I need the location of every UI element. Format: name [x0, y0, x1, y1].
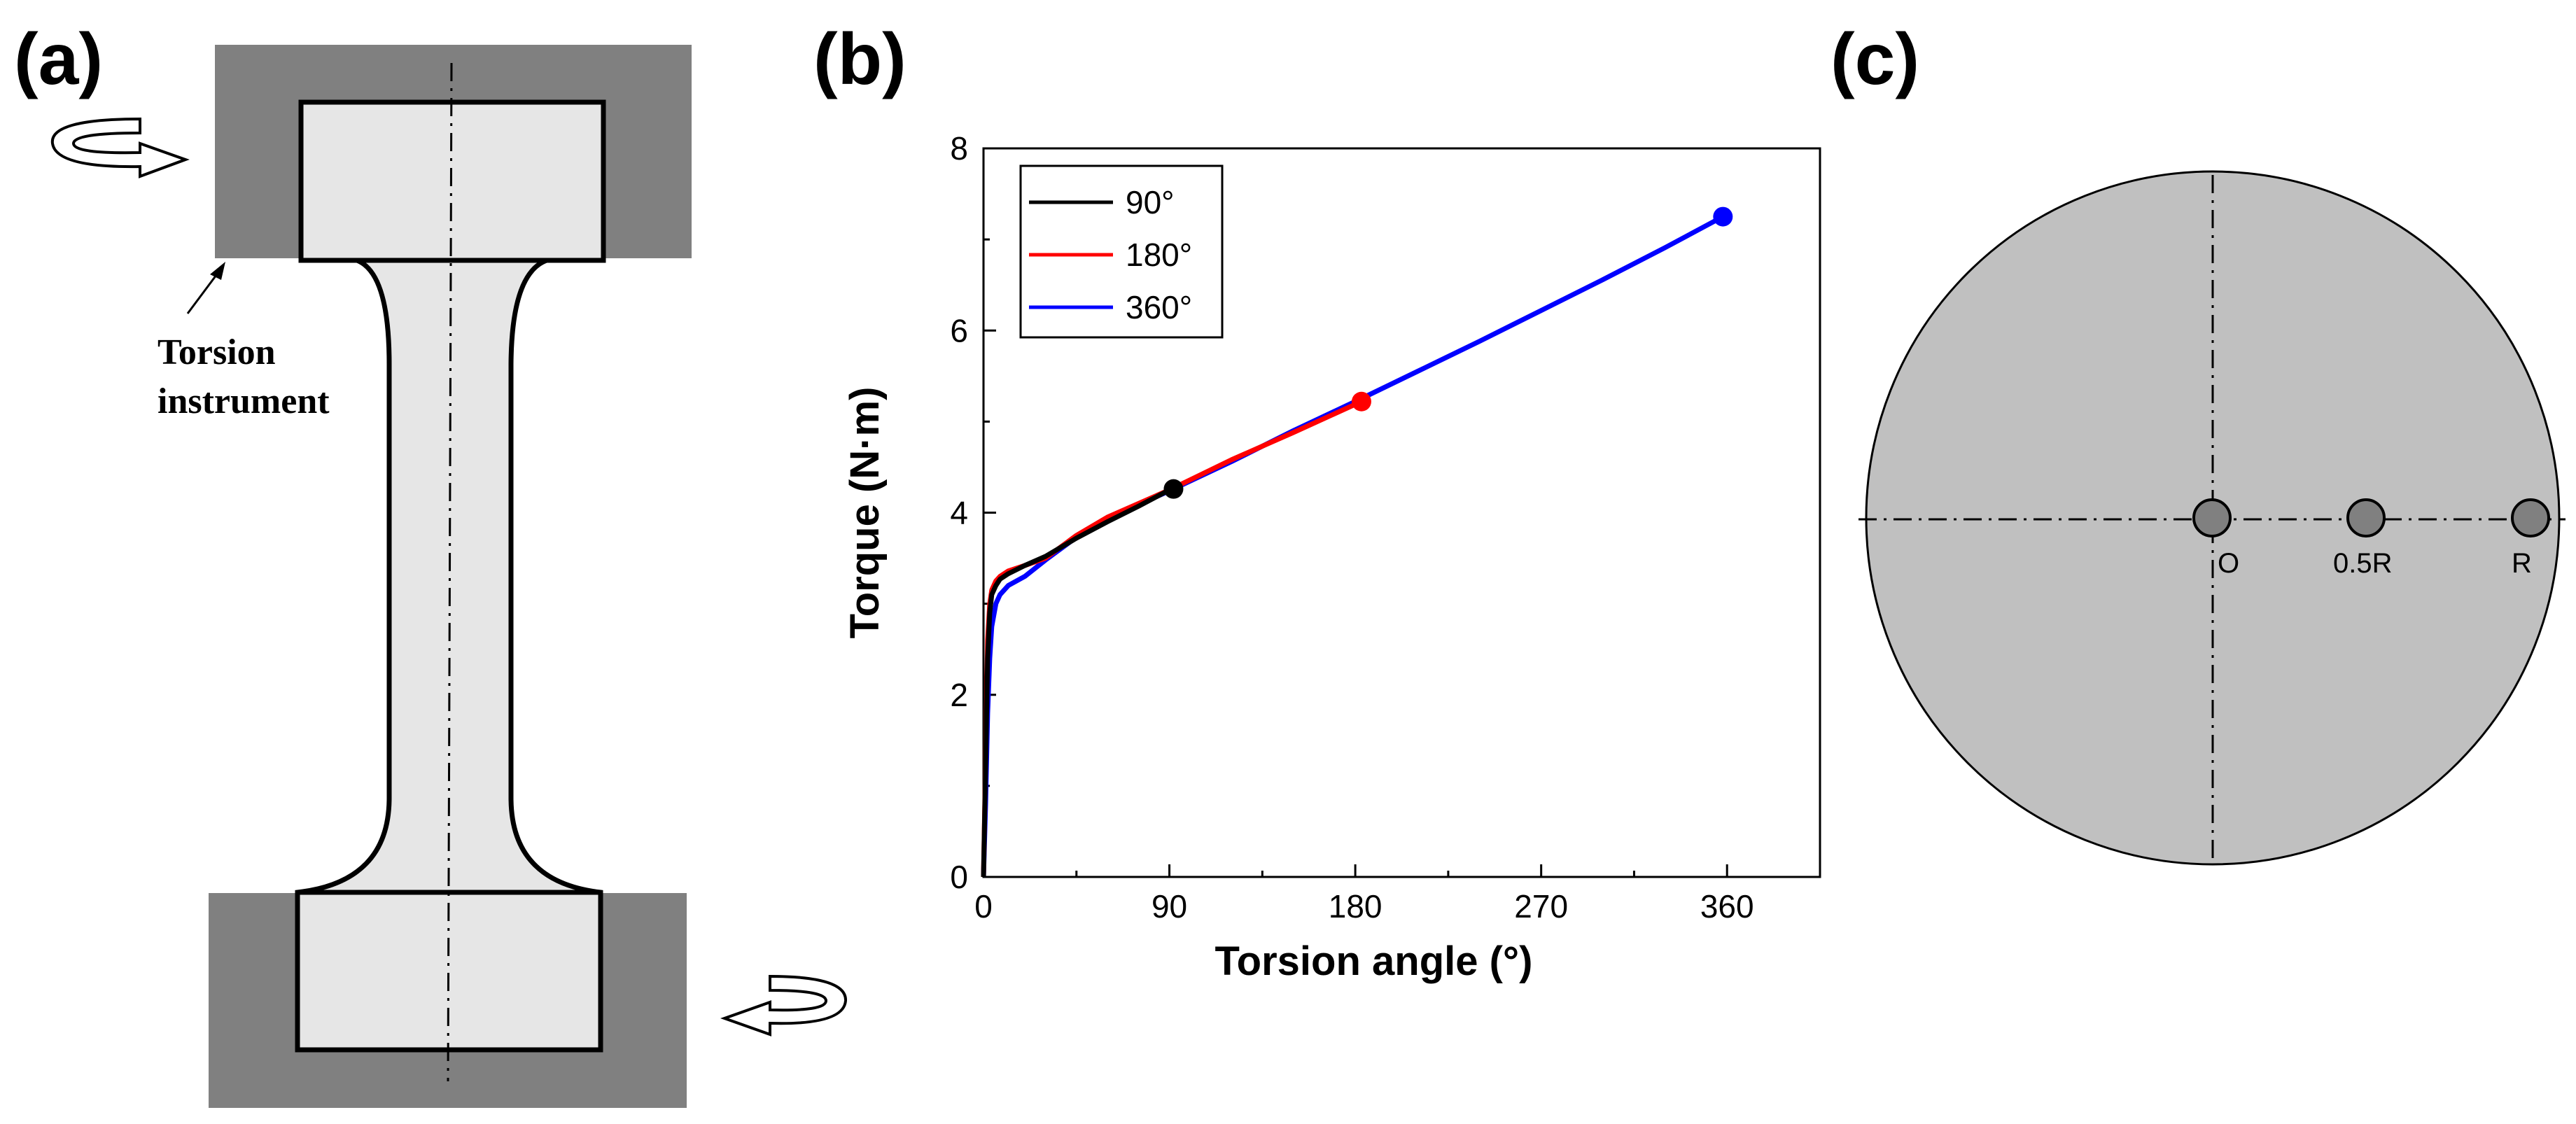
endpoint-marker: [1351, 391, 1371, 412]
endpoint-marker: [1713, 206, 1733, 227]
legend-label: 360°: [1126, 289, 1192, 325]
rotation-arrow-bottom-icon: [720, 974, 848, 1037]
instrument-label-line2: instrument: [158, 381, 330, 421]
point-half-r-label: 0.5R: [2333, 548, 2393, 579]
y-tick-label: 4: [950, 495, 968, 531]
panel-b-label: (b): [813, 19, 906, 100]
torque-chart: 0 90 180 270 360 0 2 4 6 8 Torsion angle (°) Torque…: [842, 130, 1821, 984]
endpoint-marker: [1163, 479, 1184, 499]
specimen-axis: [447, 62, 453, 1082]
specimen: [295, 99, 606, 1053]
point-o: [2192, 498, 2232, 538]
series-line-180deg: [981, 399, 1363, 878]
x-axis-title: Torsion angle (°): [1215, 939, 1533, 984]
series-line-90deg: [981, 487, 1171, 878]
y-tick-label: 8: [950, 130, 968, 167]
panel-b: (b) 0 90 180 270 360 0 2 4 6 8 Torsion angle (°) To…: [813, 19, 1821, 984]
point-r: [2511, 498, 2550, 538]
y-tick-label: 2: [950, 677, 968, 713]
rotation-arrow-top-icon: [50, 117, 190, 178]
x-tick-label: 0: [974, 888, 993, 925]
y-tick-label: 0: [950, 859, 968, 895]
x-tick-label: 180: [1329, 888, 1382, 925]
x-tick-label: 90: [1152, 888, 1187, 925]
y-axis-title: Torque (N·m): [842, 387, 888, 639]
panel-c-label: (c): [1830, 19, 1919, 100]
x-tick-label: 360: [1700, 888, 1754, 925]
panel-a-label: (a): [14, 19, 103, 100]
point-o-label: O: [2218, 548, 2239, 579]
legend-label: 90°: [1126, 184, 1175, 220]
instrument-pointer-arrow: [186, 262, 225, 314]
y-tick-label: 6: [950, 312, 968, 349]
legend-label: 180°: [1126, 237, 1192, 273]
point-r-label: R: [2512, 548, 2532, 579]
instrument-label-line1: Torsion: [158, 332, 276, 372]
point-half-r: [2346, 498, 2386, 538]
panel-a: (a) Torsion instrument: [14, 19, 848, 1108]
x-tick-label: 270: [1514, 888, 1568, 925]
panel-c: (c) O 0.5R R: [1830, 19, 2566, 866]
